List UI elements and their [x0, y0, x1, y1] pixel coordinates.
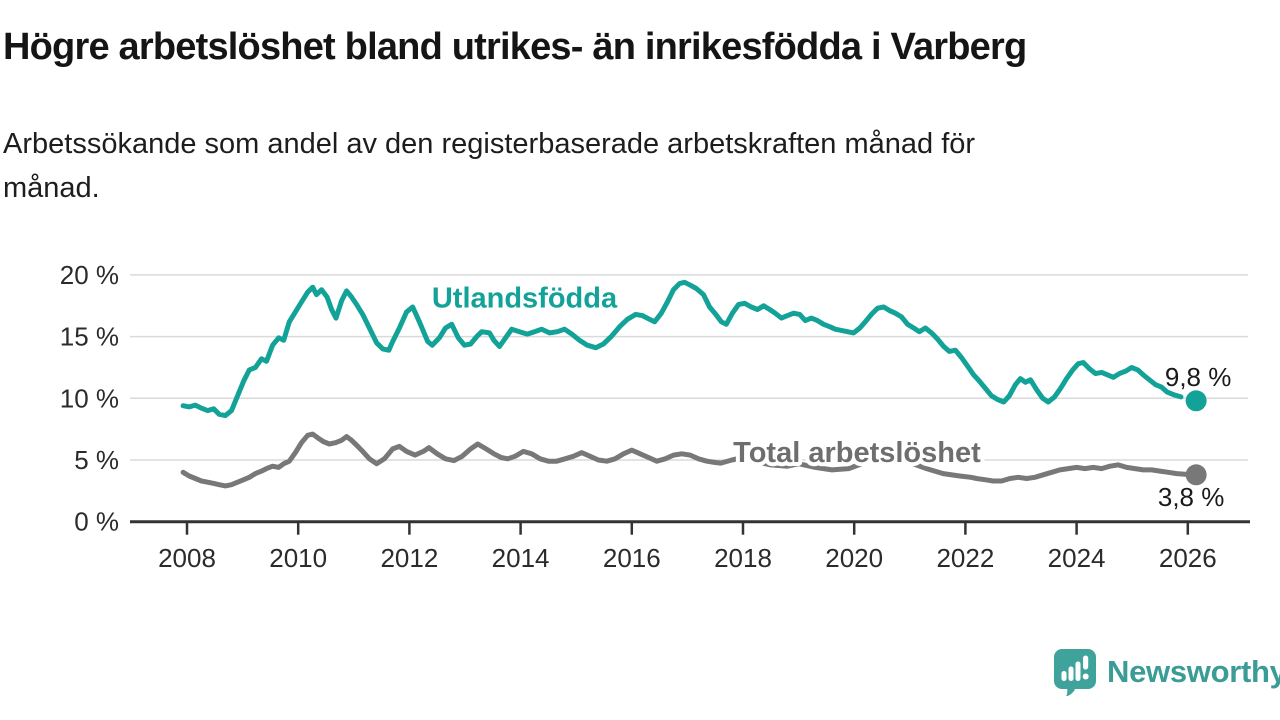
x-axis-label: 2014 — [492, 543, 550, 573]
y-axis-label: 10 % — [60, 383, 119, 413]
logo-exclamation-dot — [1082, 673, 1089, 680]
x-axis-label: 2026 — [1159, 543, 1217, 573]
logo-bar-2 — [1068, 666, 1074, 681]
series-end-dot-total — [1185, 464, 1207, 486]
x-axis-label: 2022 — [936, 543, 994, 573]
x-axis-label: 2020 — [825, 543, 883, 573]
x-axis-label: 2010 — [269, 543, 327, 573]
x-axis-label: 2018 — [714, 543, 772, 573]
logo-bar-3 — [1075, 661, 1081, 681]
chart-subtitle-line-2: månad. — [3, 172, 100, 204]
chart-subtitle-line-1: Arbetssökande som andel av den registerb… — [3, 128, 976, 160]
series-label-utlandsfodda: Utlandsfödda — [432, 283, 618, 315]
newsworthy-wordmark: Newsworthy — [1107, 654, 1280, 689]
newsworthy-logo: Newsworthy — [1053, 648, 1280, 696]
logo-bar-1 — [1061, 671, 1067, 681]
y-axis-label: 15 % — [60, 322, 119, 352]
end-value-label-total: 3,8 % — [1158, 482, 1225, 512]
series-line-total — [180, 431, 1199, 489]
x-axis-label: 2012 — [380, 543, 438, 573]
logo-bubble-shape — [1054, 649, 1096, 696]
y-axis-label: 0 % — [74, 507, 119, 537]
chart-subtitle: Arbetssökande som andel av den registerb… — [3, 122, 1213, 210]
newsworthy-logo-icon — [1054, 649, 1096, 696]
x-axis-label: 2016 — [603, 543, 661, 573]
series-end-dot-utlandsfodda — [1185, 390, 1207, 412]
x-axis-label: 2008 — [158, 543, 216, 573]
series-line-utlandsfodda — [180, 279, 1176, 419]
x-axis-label: 2024 — [1048, 543, 1106, 573]
series-label-total: Total arbetslöshet — [733, 437, 981, 469]
y-axis-label: 5 % — [74, 445, 119, 475]
logo-exclamation-bar — [1083, 655, 1089, 670]
end-value-label-utlandsfodda: 9,8 % — [1165, 362, 1232, 392]
y-axis-label: 20 % — [60, 260, 119, 290]
page-title: Högre arbetslöshet bland utrikes- än inr… — [3, 26, 1027, 68]
